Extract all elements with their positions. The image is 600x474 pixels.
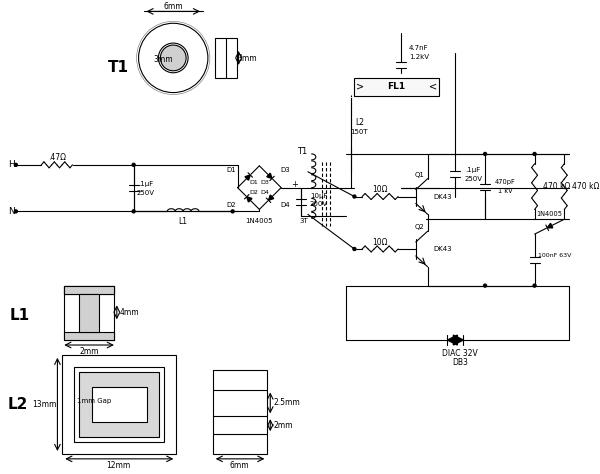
Text: FL1: FL1 — [388, 82, 406, 91]
Text: 6mm: 6mm — [230, 461, 250, 470]
Circle shape — [533, 284, 536, 287]
Circle shape — [231, 210, 234, 213]
Text: 250V: 250V — [464, 176, 482, 182]
Circle shape — [353, 247, 356, 250]
Bar — [92, 387, 146, 422]
Circle shape — [160, 45, 186, 71]
Text: L2: L2 — [355, 118, 364, 127]
Circle shape — [14, 164, 17, 166]
Text: +: + — [292, 180, 298, 189]
Circle shape — [353, 195, 356, 198]
Text: 1mm Gap: 1mm Gap — [77, 399, 111, 404]
Text: L2: L2 — [8, 397, 28, 412]
Circle shape — [484, 153, 487, 155]
Bar — [64, 286, 114, 293]
Text: 4.7nF: 4.7nF — [409, 45, 428, 51]
Bar — [79, 293, 99, 332]
Bar — [62, 355, 176, 454]
Text: D2: D2 — [227, 202, 236, 209]
Text: T1: T1 — [297, 147, 307, 156]
Text: DK43: DK43 — [434, 193, 452, 200]
Text: 10Ω: 10Ω — [373, 237, 388, 246]
Text: Q1: Q1 — [415, 172, 425, 178]
Text: DB3: DB3 — [452, 358, 468, 367]
Text: D3: D3 — [260, 180, 269, 185]
Text: 470 kΩ: 470 kΩ — [542, 182, 570, 191]
Text: T1: T1 — [108, 60, 129, 75]
Polygon shape — [454, 335, 463, 345]
Text: 2mm: 2mm — [274, 421, 293, 430]
Text: D1: D1 — [250, 180, 259, 185]
Text: 100nF 63V: 100nF 63V — [538, 254, 571, 258]
Text: L1: L1 — [179, 217, 188, 226]
Bar — [355, 78, 439, 96]
Text: 250V: 250V — [137, 190, 155, 196]
Text: 470pF: 470pF — [494, 179, 515, 185]
Text: 1N4005: 1N4005 — [245, 218, 273, 224]
Bar — [64, 286, 114, 340]
Bar — [213, 370, 267, 454]
Circle shape — [484, 284, 487, 287]
Text: D4: D4 — [260, 191, 269, 195]
Bar — [79, 372, 160, 437]
Text: 10Ω: 10Ω — [373, 185, 388, 194]
Bar — [64, 332, 114, 340]
Text: DK43: DK43 — [434, 246, 452, 252]
Text: D3: D3 — [280, 167, 290, 173]
Text: 6mm: 6mm — [163, 2, 183, 11]
Text: 12mm: 12mm — [107, 461, 131, 470]
Text: 2mm: 2mm — [79, 347, 99, 356]
Text: 3T: 3T — [299, 218, 308, 224]
Text: .1μF: .1μF — [138, 181, 153, 187]
Circle shape — [533, 153, 536, 155]
Text: >: > — [356, 82, 364, 91]
Text: D4: D4 — [280, 202, 290, 209]
Text: 200V: 200V — [310, 201, 328, 208]
Bar — [64, 286, 114, 293]
Text: Q2: Q2 — [415, 224, 425, 230]
Circle shape — [14, 210, 17, 213]
Text: 150T: 150T — [350, 129, 368, 135]
Polygon shape — [448, 335, 457, 345]
Text: .47Ω: .47Ω — [48, 154, 66, 163]
Text: N: N — [8, 207, 14, 216]
Polygon shape — [267, 173, 272, 179]
Bar — [74, 367, 164, 442]
Text: DIAC 32V: DIAC 32V — [442, 349, 478, 358]
Bar — [215, 38, 236, 78]
Polygon shape — [247, 197, 252, 202]
Text: 13mm: 13mm — [32, 400, 57, 409]
Text: 3mm: 3mm — [154, 55, 173, 64]
Text: 3mm: 3mm — [238, 55, 257, 64]
Text: 1N4005: 1N4005 — [536, 211, 562, 218]
Polygon shape — [547, 223, 553, 228]
Polygon shape — [269, 195, 274, 200]
Text: 470 kΩ: 470 kΩ — [572, 182, 600, 191]
Text: H: H — [8, 160, 14, 169]
Text: 2.5mm: 2.5mm — [274, 398, 301, 407]
Text: L1: L1 — [10, 308, 30, 323]
Text: 1.2kV: 1.2kV — [409, 54, 429, 60]
Text: D2: D2 — [250, 191, 259, 195]
Circle shape — [132, 210, 135, 213]
Text: 4mm: 4mm — [120, 308, 139, 317]
Text: .1μF: .1μF — [466, 167, 481, 173]
Text: D1: D1 — [227, 167, 236, 173]
Polygon shape — [245, 175, 250, 180]
Circle shape — [132, 164, 135, 166]
Text: <: < — [428, 82, 437, 91]
Text: 1 kV: 1 kV — [497, 188, 512, 193]
Text: 10μF: 10μF — [310, 192, 328, 199]
